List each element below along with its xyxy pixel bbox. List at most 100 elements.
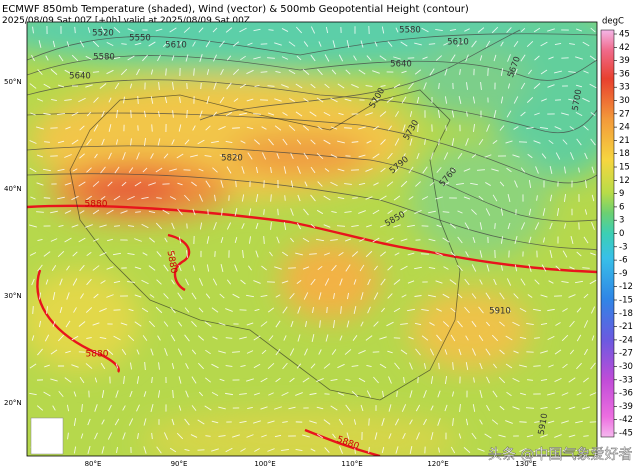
- wind-arrow: [106, 266, 114, 270]
- wind-arrow: [358, 154, 366, 158]
- wind-arrow: [36, 405, 44, 411]
- wind-arrow: [491, 26, 499, 34]
- wind-arrow: [198, 391, 204, 397]
- wind-arrow: [31, 335, 35, 341]
- wind-arrow: [576, 307, 582, 313]
- wind-arrow: [239, 420, 247, 424]
- wind-arrow: [254, 84, 260, 88]
- wind-arrow: [428, 43, 436, 45]
- wind-arrow: [409, 111, 413, 117]
- wind-arrow: [157, 390, 161, 398]
- wind-arrow: [213, 82, 217, 90]
- wind-arrow: [317, 126, 323, 130]
- wind-arrow: [493, 363, 497, 369]
- wind-arrow: [79, 210, 85, 214]
- wind-arrow: [239, 336, 247, 340]
- wind-arrow: [283, 166, 287, 174]
- wind-arrow: [100, 26, 106, 34]
- wind-arrow: [263, 235, 265, 245]
- wind-arrow: [344, 98, 352, 102]
- wind-arrow: [302, 69, 310, 75]
- wind-arrow: [491, 419, 499, 425]
- wind-arrow: [128, 167, 134, 173]
- wind-arrow: [500, 41, 504, 47]
- wind-arrow: [253, 363, 261, 369]
- wind-arrow: [568, 406, 576, 410]
- contour-5880: [27, 204, 597, 456]
- wind-arrow: [86, 111, 92, 117]
- wind-arrow: [289, 293, 295, 299]
- wind-arrow: [486, 405, 490, 411]
- wind-arrow: [471, 320, 477, 328]
- wind-arrow: [520, 82, 526, 90]
- wind-arrow: [136, 152, 140, 160]
- wind-arrow: [430, 432, 434, 440]
- wind-arrow: [561, 392, 569, 396]
- wind-arrow: [351, 141, 359, 143]
- wind-arrow: [143, 110, 147, 118]
- wind-arrow: [324, 447, 330, 453]
- wind-arrow: [416, 432, 420, 440]
- wind-arrow: [253, 335, 261, 341]
- wind-arrow: [151, 124, 153, 132]
- wind-arrow: [534, 279, 540, 285]
- wind-arrow: [303, 292, 309, 300]
- wind-arrow: [533, 140, 541, 144]
- wind-arrow: [253, 280, 261, 284]
- wind-arrow: [274, 125, 282, 131]
- wind-arrow: [477, 448, 485, 452]
- wind-arrow: [351, 224, 359, 228]
- wind-arrow: [270, 194, 272, 202]
- wind-arrow: [525, 407, 535, 409]
- wind-arrow: [260, 406, 268, 410]
- wind-arrow: [277, 208, 279, 216]
- wind-arrow: [172, 389, 174, 399]
- wind-arrow: [116, 139, 118, 145]
- wind-arrow: [331, 69, 337, 75]
- wind-arrow: [438, 362, 440, 370]
- wind-arrow: [499, 125, 505, 131]
- wind-arrow: [31, 54, 35, 62]
- wind-arrow: [472, 404, 476, 412]
- wind-arrow: [589, 55, 597, 61]
- wind-arrow: [463, 196, 471, 200]
- wind-arrow: [548, 280, 554, 284]
- wind-arrow: [205, 435, 211, 437]
- wind-arrow: [108, 97, 112, 103]
- wind-arrow: [500, 68, 504, 76]
- wind-arrow: [309, 420, 317, 424]
- wind-arrow: [520, 167, 526, 173]
- wind-arrow: [191, 181, 197, 187]
- wind-arrow: [429, 68, 435, 76]
- wind-arrow: [143, 418, 147, 426]
- wind-arrow: [36, 182, 44, 186]
- wind-arrow: [533, 365, 541, 367]
- colorbar-label: -24: [619, 335, 633, 345]
- wind-arrow: [526, 40, 534, 48]
- wind-arrow: [87, 418, 91, 426]
- wind-arrow: [309, 111, 317, 117]
- wind-arrow: [562, 448, 568, 452]
- wind-arrow: [172, 82, 174, 90]
- wind-arrow: [164, 237, 168, 243]
- wind-arrow: [276, 236, 280, 244]
- wind-arrow: [225, 365, 233, 367]
- wind-arrow: [360, 321, 364, 327]
- wind-arrow: [590, 27, 596, 33]
- wind-arrow: [589, 83, 597, 89]
- wind-arrow: [421, 27, 429, 33]
- wind-arrow: [123, 376, 125, 384]
- wind-arrow: [465, 138, 469, 146]
- wind-arrow: [183, 27, 191, 33]
- lat-label: 50°N: [4, 78, 22, 86]
- wind-arrow: [332, 40, 336, 48]
- wind-arrow: [72, 168, 78, 172]
- wind-arrow: [185, 390, 189, 398]
- wind-arrow: [564, 194, 566, 202]
- wind-arrow: [268, 335, 274, 341]
- wind-arrow: [381, 307, 385, 313]
- wind-arrow: [65, 126, 71, 130]
- wind-arrow: [66, 41, 70, 47]
- lon-label: 130°E: [515, 460, 536, 468]
- wind-arrow: [533, 27, 541, 33]
